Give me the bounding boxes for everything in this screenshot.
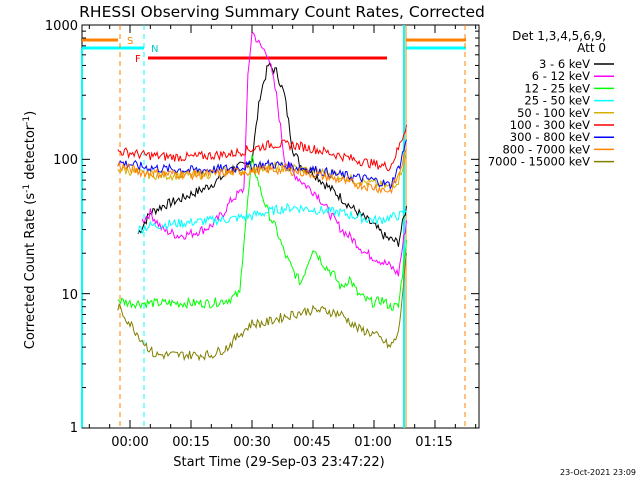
series-line-8: [117, 253, 407, 362]
ticks-layer: [82, 25, 479, 429]
legend-label-3: 25 - 50 keV: [524, 94, 590, 108]
series-line-3: [137, 202, 407, 235]
series-line-0: [137, 61, 407, 247]
series-line-7: [117, 148, 407, 195]
legend-label-8: 7000 - 15000 keV: [488, 155, 590, 169]
x-tick-label-0100: 01:00: [354, 435, 391, 450]
flags-layer: S N F: [81, 25, 466, 428]
legend-label-2: 12 - 25 keV: [524, 81, 590, 95]
series-layer: [117, 32, 407, 362]
series-line-2: [117, 154, 407, 311]
x-tick-label-0045: 00:45: [293, 435, 330, 450]
series-line-5: [117, 124, 407, 172]
y-tick-labels: 1 10 100 1000: [45, 19, 78, 436]
y-tick-label-1: 1: [70, 421, 78, 436]
x-tick-label-0115: 01:15: [415, 435, 452, 450]
series-line-6: [117, 139, 407, 191]
y-tick-label-100: 100: [53, 153, 78, 168]
legend-label-0: 3 - 6 keV: [539, 57, 590, 71]
y-tick-label-1000: 1000: [45, 19, 78, 34]
y-axis-label-sup2: -1: [22, 116, 32, 125]
y-axis-label-end: ): [23, 111, 38, 116]
footer-timestamp: 23-Oct-2021 23:09: [560, 468, 636, 477]
legend-header-line2: Att 0: [577, 41, 606, 55]
legend-label-4: 50 - 100 keV: [517, 106, 590, 120]
y-axis-label-main: Corrected Count Rate (s: [23, 193, 38, 350]
flare-flag-label: F: [135, 54, 141, 65]
chart-title: RHESSI Observing Summary Count Rates, Co…: [79, 3, 485, 21]
x-tick-labels: 00:00 00:15 00:30 00:45 01:00 01:15: [111, 435, 452, 450]
y-axis-label: Corrected Count Rate (s-1 detector-1): [22, 111, 38, 349]
night-flag-label: N: [151, 44, 158, 55]
x-axis-label: Start Time (29-Sep-03 23:47:22): [173, 455, 384, 470]
legend-header-line1: Det 1,3,4,5,6,9,: [512, 29, 606, 43]
legend-label-1: 6 - 12 keV: [532, 69, 590, 83]
y-axis-label-sup1: -1: [22, 184, 32, 193]
x-tick-label-0000: 00:00: [111, 435, 148, 450]
legend-label-6: 300 - 800 keV: [510, 130, 590, 144]
legend-label-7: 800 - 7000 keV: [502, 142, 590, 156]
series-line-1: [141, 32, 407, 277]
saa-flag-label: S: [127, 36, 133, 47]
x-tick-label-0015: 00:15: [172, 435, 209, 450]
x-tick-label-0030: 00:30: [233, 435, 270, 450]
y-tick-label-10: 10: [61, 288, 78, 303]
legend-label-5: 100 - 300 keV: [510, 118, 590, 132]
y-axis-label-mid: detector: [23, 124, 38, 184]
